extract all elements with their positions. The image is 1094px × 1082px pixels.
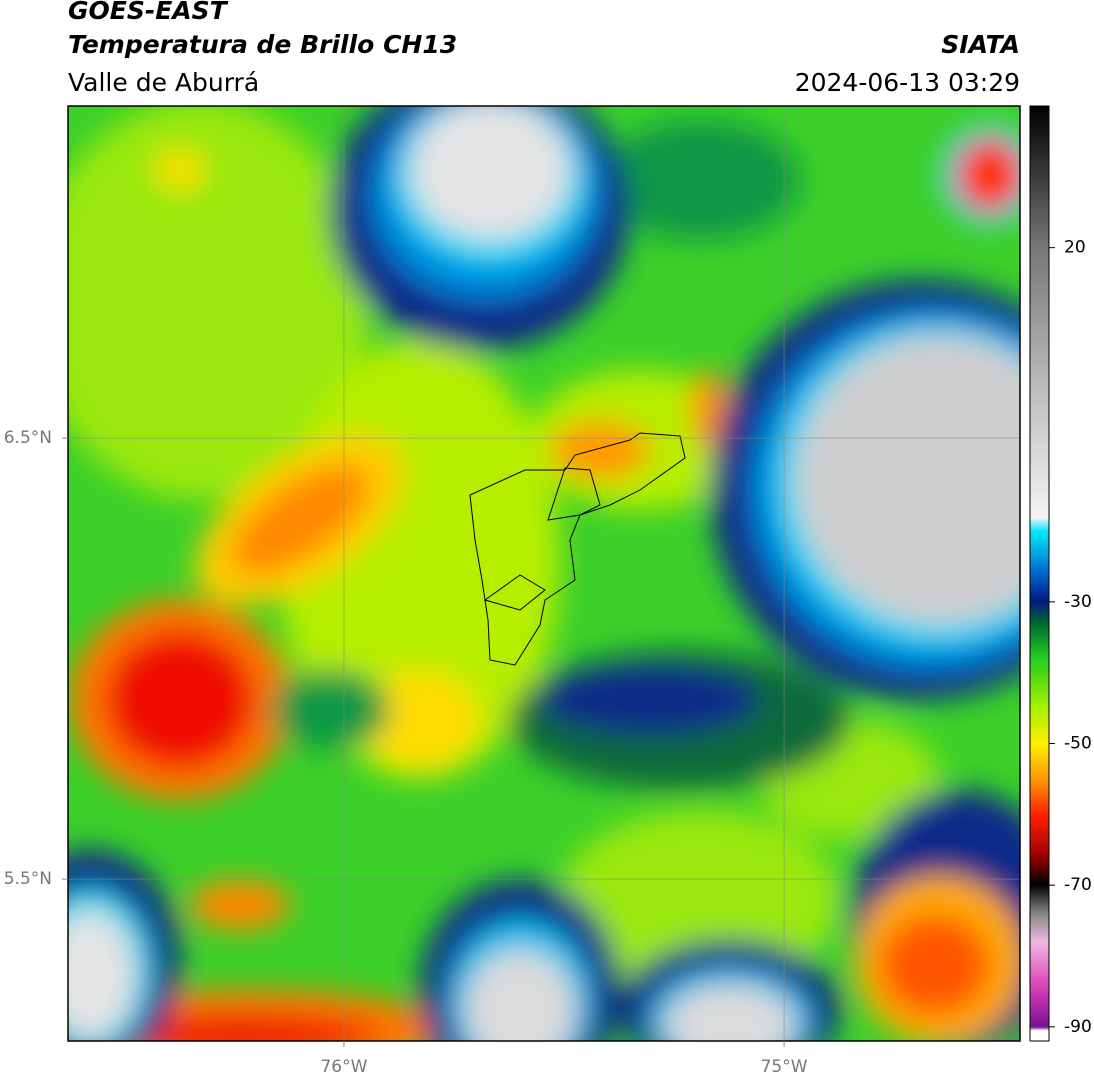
region: Valle de Aburrá	[68, 68, 259, 97]
colorbar-tick-label: -70	[1064, 875, 1092, 895]
colorbar-tick-label: -50	[1064, 734, 1092, 754]
basin-outline	[469, 432, 686, 666]
colorbar-tick-label: -90	[1064, 1017, 1092, 1037]
map-frame	[67, 105, 1021, 1042]
colorbar-tick-label: -30	[1064, 592, 1092, 612]
title: GOES-EAST	[68, 0, 229, 25]
subtitle: Temperatura de Brillo CH13	[68, 30, 457, 59]
x-tick-label: 75°W	[761, 1057, 808, 1077]
source: SIATA	[941, 30, 1020, 59]
timestamp: 2024-06-13 03:29	[795, 68, 1020, 97]
x-tick-label: 76°W	[320, 1057, 367, 1077]
y-tick-label: 6.5°N	[4, 428, 52, 448]
grid	[68, 106, 1020, 1041]
y-tick-label: 5.5°N	[4, 869, 52, 889]
colorbar	[1029, 105, 1050, 1042]
temperature-field	[68, 106, 1020, 1041]
colorbar-tick-label: 20	[1064, 238, 1086, 258]
